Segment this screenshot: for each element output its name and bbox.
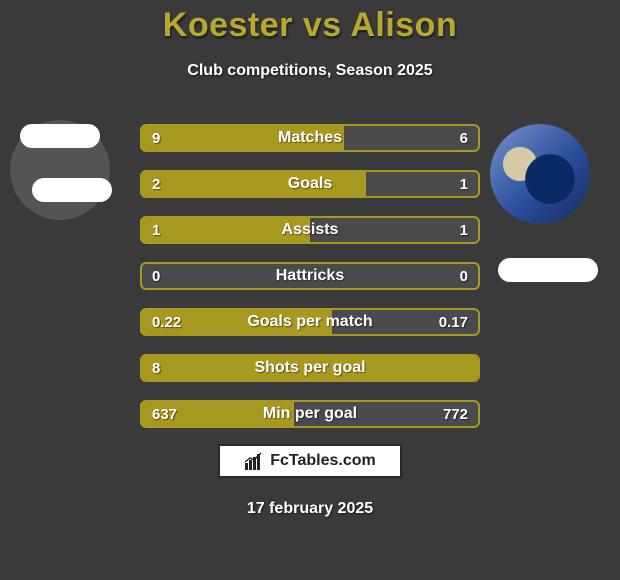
brand-logo-icon [244,451,264,471]
brand-badge: FcTables.com [218,444,402,478]
stat-row: 2Goals1 [140,170,480,198]
stat-label: Shots per goal [142,356,478,380]
brand-text: FcTables.com [270,452,376,470]
page-title: Koester vs Alison [0,6,620,45]
stat-value-right: 1 [460,172,468,196]
player-right-photo-placeholder [490,124,590,224]
stat-value-right: 6 [460,126,468,150]
player-right-pill-1 [498,258,598,282]
comparison-infographic: Koester vs Alison Club competitions, Sea… [0,0,620,580]
stat-label: Hattricks [142,264,478,288]
stat-value-right: 0 [460,264,468,288]
stat-row: 8Shots per goal [140,354,480,382]
player-left-pill-2 [32,178,112,202]
stat-row: 1Assists1 [140,216,480,244]
player-left-pill-1 [20,124,100,148]
stat-label: Matches [142,126,478,150]
stats-rows: 9Matches62Goals11Assists10Hattricks00.22… [140,124,480,446]
stat-value-right: 772 [443,402,468,426]
player-right-avatar [490,124,590,224]
stat-label: Goals [142,172,478,196]
date-text: 17 february 2025 [0,500,620,518]
stat-row: 637Min per goal772 [140,400,480,428]
page-subtitle: Club competitions, Season 2025 [0,62,620,80]
stat-row: 0.22Goals per match0.17 [140,308,480,336]
stat-label: Min per goal [142,402,478,426]
stat-value-right: 1 [460,218,468,242]
stat-label: Goals per match [142,310,478,334]
stat-row: 0Hattricks0 [140,262,480,290]
stat-value-right: 0.17 [439,310,468,334]
stat-row: 9Matches6 [140,124,480,152]
stat-label: Assists [142,218,478,242]
